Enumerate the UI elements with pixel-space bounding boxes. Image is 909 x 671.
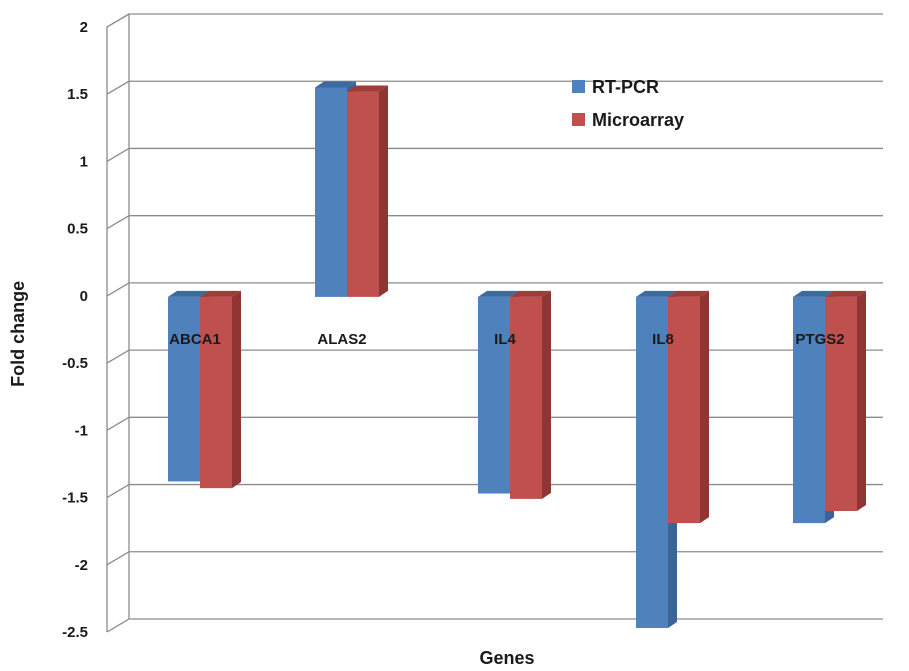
bar-front-face	[510, 296, 542, 499]
gridline	[106, 282, 883, 297]
gridline	[106, 551, 883, 566]
bar-top-face	[347, 85, 388, 92]
legend-swatch-microarray	[572, 113, 585, 126]
bar-front-face	[168, 296, 200, 482]
category-labels: ABCA1 ALAS2 IL4 IL8 PTGS2	[169, 331, 844, 348]
bar	[636, 290, 677, 628]
bar	[825, 290, 866, 511]
legend-label-rt-pcr: RT-PCR	[592, 77, 659, 97]
bar-top-face	[168, 290, 209, 297]
legend: RT-PCR Microarray	[572, 77, 684, 130]
gridline	[106, 215, 883, 230]
category-label: IL8	[652, 331, 674, 348]
y-tick-label: -1.5	[62, 490, 88, 507]
bar	[510, 290, 551, 499]
bar-side-face	[700, 290, 709, 524]
chart-walls	[106, 13, 130, 632]
gridline	[106, 13, 883, 28]
bar	[347, 85, 388, 297]
x-axis-title: Genes	[479, 648, 534, 668]
gridline	[106, 483, 883, 499]
bar-front-face	[636, 296, 668, 628]
bar-front-face	[825, 296, 857, 511]
legend-label-microarray: Microarray	[592, 110, 684, 130]
gridline	[106, 349, 883, 364]
bar-front-face	[200, 296, 232, 489]
gridline	[106, 416, 883, 431]
bar	[200, 290, 241, 489]
y-tick-label: -2	[75, 557, 88, 574]
y-tick-label: 1	[80, 153, 88, 170]
bar-front-face	[347, 91, 379, 297]
y-tick-label: 2	[80, 19, 88, 36]
category-label: ALAS2	[317, 331, 366, 348]
back-wall-edge	[106, 13, 130, 632]
y-tick-label: -1	[75, 422, 88, 439]
y-tick-label: 0.5	[67, 221, 88, 238]
bar-side-face	[857, 290, 866, 511]
bar-top-face	[510, 290, 551, 297]
y-tick-label: 0	[80, 288, 88, 305]
bar-top-face	[200, 290, 241, 297]
bar-top-face	[315, 81, 356, 88]
bar-top-face	[793, 290, 834, 297]
bar-top-face	[636, 290, 677, 297]
bar-side-face	[232, 290, 241, 489]
category-label: ABCA1	[169, 331, 221, 348]
y-tick-labels: 2 1.5 1 0.5 0 -0.5 -1 -1.5 -2 -2.5	[62, 19, 88, 641]
y-tick-label: 1.5	[67, 86, 88, 103]
bar-front-face	[478, 296, 510, 494]
bar	[668, 290, 709, 524]
bar-top-face	[668, 290, 709, 297]
bar-front-face	[668, 296, 700, 524]
bars	[168, 81, 866, 628]
bar-top-face	[478, 290, 519, 297]
bar-front-face	[793, 296, 825, 524]
bar-side-face	[542, 290, 551, 499]
category-label: PTGS2	[795, 331, 844, 348]
y-tick-label: -2.5	[62, 624, 88, 641]
gridlines	[106, 13, 883, 633]
gridline	[106, 80, 883, 95]
legend-swatch-rt-pcr	[572, 80, 585, 93]
y-axis-title: Fold change	[8, 281, 28, 387]
bar-top-face	[825, 290, 866, 297]
gridline	[106, 147, 883, 163]
category-label: IL4	[494, 331, 516, 348]
bar-side-face	[379, 85, 388, 297]
gridline	[106, 618, 883, 633]
y-tick-label: -0.5	[62, 355, 88, 372]
bar-front-face	[315, 87, 347, 297]
